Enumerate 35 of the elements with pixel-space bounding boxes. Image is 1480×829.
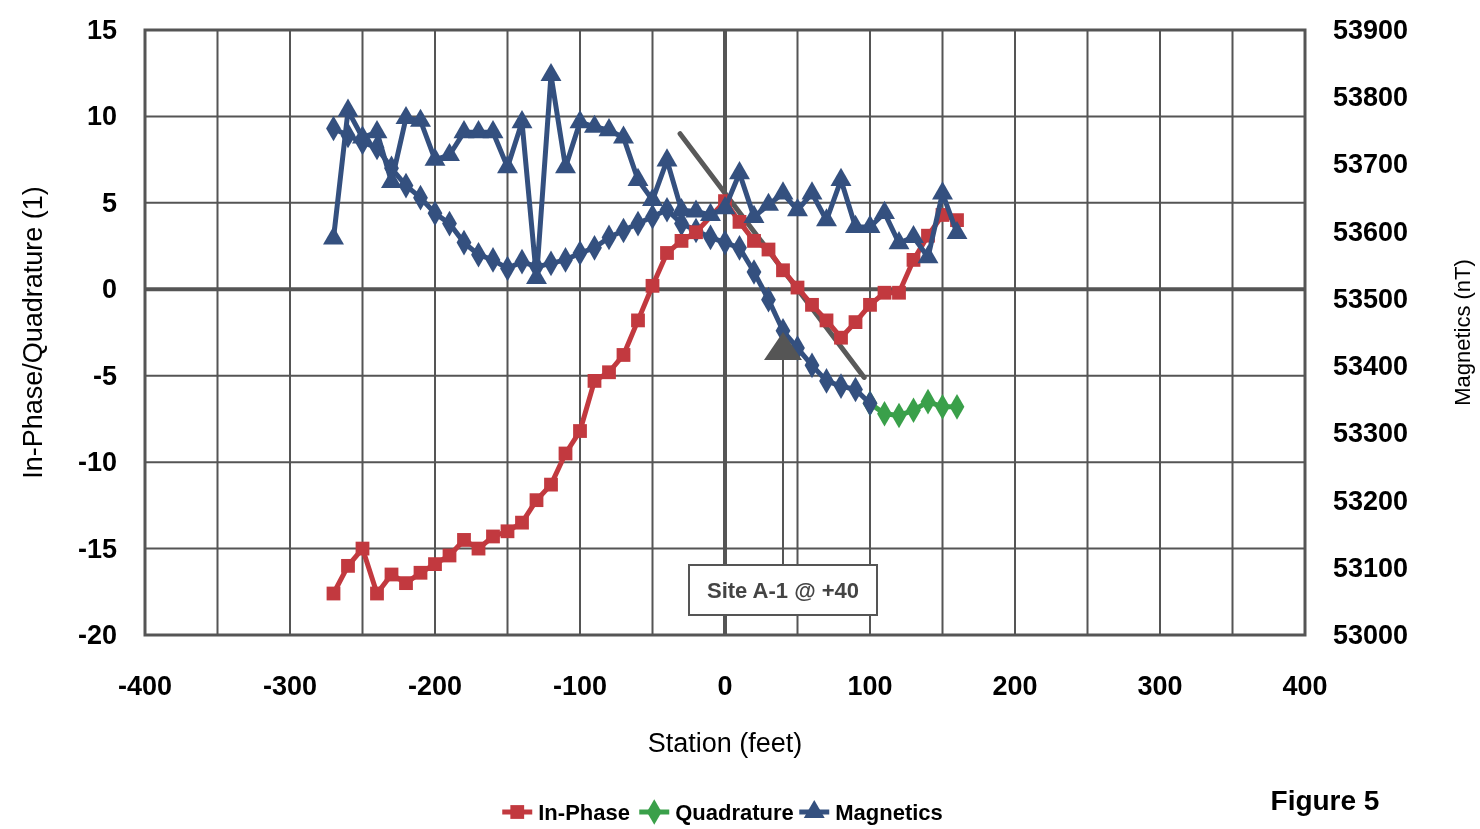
- y2-tick-label: 53700: [1333, 149, 1409, 180]
- x-axis-title: Station (feet): [647, 728, 803, 758]
- x-tick-label: -300: [262, 671, 318, 701]
- y2-tick-label: 53600: [1333, 216, 1409, 247]
- y-tick-label: -5: [92, 360, 117, 391]
- y2-tick-label: 53500: [1333, 283, 1409, 314]
- y-tick-label: -15: [77, 533, 117, 564]
- y2-tick-label: 53200: [1333, 485, 1409, 516]
- legend-label: Quadrature: [675, 800, 794, 825]
- y-tick-label: -20: [77, 620, 117, 650]
- y-tick-label: 10: [86, 101, 117, 132]
- x-tick-label: 0: [717, 671, 733, 701]
- y-tick-label: 15: [86, 15, 117, 45]
- y-axis-title: In-Phase/Quadrature (1): [18, 186, 48, 479]
- x-tick-label: 100: [847, 671, 893, 701]
- legend-label: Magnetics: [835, 800, 943, 825]
- y2-tick-label: 53000: [1333, 620, 1409, 650]
- y2-axis-title: Magnetics (nT): [1450, 259, 1475, 406]
- x-tick-label: 300: [1137, 671, 1183, 701]
- annotation: Site A-1 @ +40: [706, 578, 860, 603]
- y-tick-label: 0: [101, 274, 117, 305]
- y2-tick-label: 53400: [1333, 351, 1409, 382]
- y2-tick-label: 53800: [1333, 82, 1409, 113]
- x-tick-label: -400: [117, 671, 173, 701]
- x-tick-label: 400: [1282, 671, 1328, 701]
- x-tick-label: -200: [407, 671, 463, 701]
- y-tick-label: 5: [101, 187, 117, 218]
- y-tick-label: -10: [77, 447, 117, 478]
- caption: Figure 5: [1270, 785, 1380, 816]
- y2-tick-label: 53100: [1333, 552, 1409, 583]
- legend-label: In-Phase: [538, 800, 630, 825]
- y2-tick-label: 53300: [1333, 418, 1409, 449]
- x-tick-label: -100: [552, 671, 608, 701]
- x-tick-label: 200: [992, 671, 1038, 701]
- y2-tick-label: 53900: [1333, 15, 1409, 45]
